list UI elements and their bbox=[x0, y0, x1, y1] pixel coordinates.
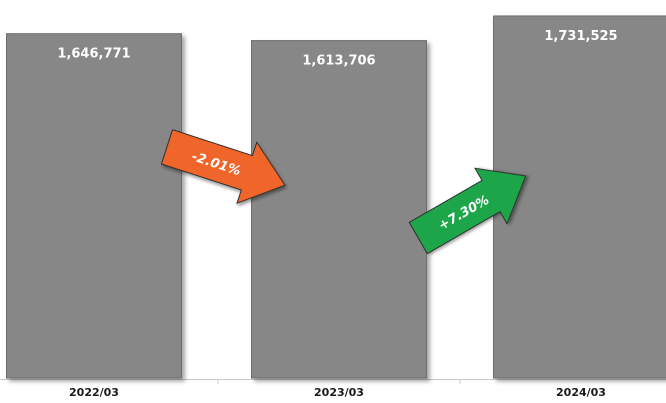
ticks-layer: 2022/03 2023/03 2024/03 bbox=[69, 379, 606, 399]
bar-value-label: 1,646,771 bbox=[57, 47, 130, 62]
x-tick-label: 2024/03 bbox=[556, 386, 606, 399]
bars-layer: 1,646,771 1,613,706 1,731,525 bbox=[7, 16, 666, 378]
bar-2023-03 bbox=[252, 41, 427, 378]
bar-2024-03 bbox=[494, 16, 666, 378]
x-tick-label: 2022/03 bbox=[69, 386, 119, 399]
bar-value-label: 1,613,706 bbox=[302, 54, 375, 69]
bar-value-label: 1,731,525 bbox=[544, 29, 617, 44]
x-tick-label: 2023/03 bbox=[314, 386, 364, 399]
bar-2022-03 bbox=[7, 34, 182, 378]
